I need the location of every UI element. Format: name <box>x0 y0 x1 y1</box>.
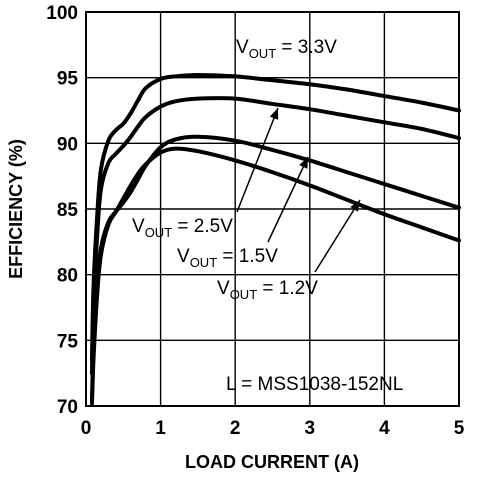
series-line-0 <box>89 73 461 363</box>
inductor-note: L = MSS1038-152NL <box>226 374 403 395</box>
y-tick-labels: 70 75 80 85 90 95 100 <box>46 3 78 418</box>
series-line-3 <box>89 146 461 406</box>
x-axis-title: LOAD CURRENT (A) <box>185 452 359 472</box>
series-line-1 <box>89 96 461 376</box>
y-tick-label: 80 <box>57 266 78 287</box>
plot-frame <box>85 11 460 407</box>
series-label-1: VOUT = 2.5V <box>132 216 233 240</box>
y-axis-title: EFFICIENCY (%) <box>6 139 26 279</box>
x-tick-label: 5 <box>454 418 465 439</box>
y-tick-label: 85 <box>57 200 79 221</box>
y-tick-label: 70 <box>57 397 78 418</box>
series-label-0: VOUT = 3.3V <box>236 37 337 61</box>
x-tick-label: 0 <box>81 418 92 439</box>
leader-arrowhead <box>299 157 308 169</box>
x-tick-label: 2 <box>230 418 241 439</box>
x-tick-label: 4 <box>379 418 390 439</box>
y-tick-label: 100 <box>46 3 78 24</box>
y-tick-label: 95 <box>57 69 79 90</box>
series-label-3: VOUT = 1.2V <box>217 278 318 302</box>
series-label-2: VOUT = 1.5V <box>177 246 278 270</box>
label-leader-line <box>236 107 279 213</box>
curve-layer <box>89 73 461 406</box>
x-tick-label: 3 <box>305 418 316 439</box>
series-line-2 <box>89 134 461 402</box>
y-tick-label: 75 <box>57 331 79 352</box>
leader-arrowhead <box>350 200 360 212</box>
leader-arrowhead <box>269 108 279 120</box>
y-tick-label: 90 <box>57 134 78 155</box>
x-tick-label: 1 <box>155 418 166 439</box>
leader-layer <box>236 107 361 273</box>
grid-layer <box>86 12 459 406</box>
x-tick-labels: 0 1 2 3 4 5 <box>81 418 465 439</box>
label-leader-line <box>314 199 361 273</box>
series-labels: VOUT = 3.3V VOUT = 2.5V VOUT = 1.5V VOUT = … <box>132 37 337 302</box>
label-leader-line <box>267 156 309 243</box>
